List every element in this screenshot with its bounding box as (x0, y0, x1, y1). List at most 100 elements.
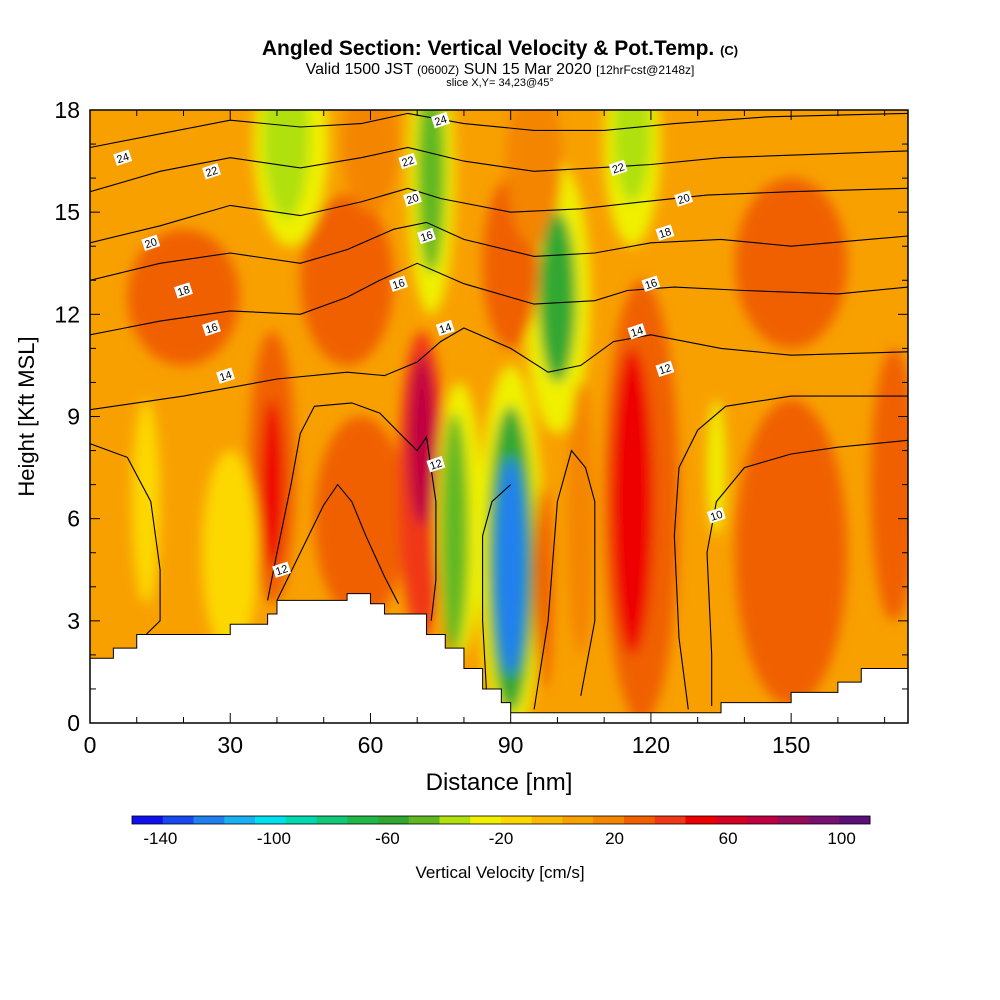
y-tick-label: 3 (67, 608, 80, 634)
colorbar-swatch (224, 816, 256, 824)
x-tick-label: 30 (217, 732, 243, 758)
y-tick-label: 9 (67, 404, 80, 430)
colorbar-swatch (654, 816, 686, 824)
colorbar-tick-label: 100 (827, 829, 855, 848)
velocity-cell (440, 413, 469, 652)
colorbar-swatch (347, 816, 379, 824)
x-tick-label: 150 (772, 732, 810, 758)
contour-label: 10 (706, 507, 726, 524)
colorbar-swatch (685, 816, 717, 824)
velocity-cell (342, 110, 399, 213)
velocity-cell (735, 178, 848, 349)
theta-contour-12 (533, 449, 596, 710)
colorbar-swatch (470, 816, 502, 824)
theta-contour-12 (673, 395, 908, 710)
contour-label: 12 (426, 455, 446, 473)
velocity-cell (407, 355, 436, 526)
contour-label-text: 12 (658, 362, 673, 377)
x-axis-label: Distance [nm] (426, 769, 573, 796)
velocity-cell (202, 450, 259, 655)
theta-contour-16 (90, 262, 908, 336)
colorbar-swatch (839, 816, 871, 824)
contour-label: 14 (216, 367, 236, 384)
contour-label-text: 20 (143, 236, 158, 251)
colorbar: -140 -100 -60 -20 20 60 100 (131, 815, 871, 848)
y-tick-label: 18 (54, 97, 80, 123)
axes: 0 30 60 90 120 150 0 3 6 9 12 15 18 Distance [nm] Heig… (14, 97, 908, 796)
colorbar-swatch (408, 816, 440, 824)
velocity-cell (132, 399, 161, 604)
contour-label-text: 14 (218, 369, 233, 384)
colorbar-swatch (285, 816, 317, 824)
colorbar-swatch (716, 816, 748, 824)
velocity-cell (314, 416, 408, 621)
colorbar-swatch (316, 816, 348, 824)
velocity-cell (495, 457, 526, 676)
theta-contour-12 (482, 484, 512, 707)
contour-label: 20 (141, 234, 161, 251)
contour-label-text: 22 (611, 161, 626, 176)
contour-label-text: 24 (115, 151, 130, 166)
contour-label: 16 (417, 227, 437, 245)
contour-label-text: 12 (274, 563, 289, 578)
colorbar-tick-label: -100 (257, 829, 291, 848)
theta-contour-12 (90, 443, 161, 635)
theta-contour-20 (90, 187, 908, 244)
colorbar-swatch (501, 816, 533, 824)
colorbar-swatch (531, 816, 563, 824)
contour-label: 12 (272, 561, 292, 578)
contour-label: 16 (641, 275, 661, 292)
velocity-cell (300, 195, 394, 366)
title-suffix: (C) (720, 43, 739, 58)
contour-label-text: 14 (630, 325, 645, 340)
contour-label: 24 (113, 149, 133, 166)
theta-contour-12 (267, 402, 437, 621)
colorbar-tick-label: 20 (605, 829, 624, 848)
contour-label-text: 16 (204, 321, 219, 336)
velocity-cell (613, 110, 651, 202)
colorbar-swatch (624, 816, 656, 824)
colorbar-swatch (777, 816, 809, 824)
colorbar-tick-label: 60 (719, 829, 738, 848)
colorbar-swatch (593, 816, 625, 824)
velocity-cell (707, 399, 726, 536)
y-tick-label: 15 (54, 199, 80, 225)
theta-contour-22 (90, 146, 908, 193)
colorbar-tick-label: -140 (143, 829, 177, 848)
contour-label-text: 18 (658, 226, 673, 241)
contour-label-text: 10 (709, 509, 724, 524)
contour-label-text: 20 (405, 192, 420, 207)
theta-contour-18 (90, 221, 908, 281)
contour-label: 16 (389, 275, 408, 292)
colorbar-swatch (255, 816, 287, 824)
colorbar-tick-label: -60 (375, 829, 400, 848)
y-tick-label: 0 (67, 710, 80, 736)
theta-contour-12 (276, 483, 399, 605)
contour-label-text: 18 (176, 284, 191, 299)
contour-label-text: 14 (438, 321, 453, 336)
contour-label-text: 16 (419, 229, 434, 244)
contour-label-text: 12 (429, 458, 444, 473)
y-tick-label: 6 (67, 506, 80, 532)
velocity-cell (566, 382, 595, 655)
contour-label-text: 20 (676, 192, 691, 207)
contour-label-text: 22 (400, 154, 415, 169)
velocity-cell (262, 110, 310, 219)
contour-label: 20 (674, 190, 694, 207)
colorbar-swatch (132, 816, 164, 824)
x-tick-label: 0 (84, 732, 97, 758)
contour-label: 16 (202, 319, 221, 337)
contour-label-text: 22 (204, 165, 219, 180)
x-tick-label: 60 (358, 732, 384, 758)
chart-subtitle: Valid 1500 JST (0600Z) SUN 15 Mar 2020 [… (305, 61, 695, 78)
contour-label: 20 (403, 190, 422, 207)
slice-info: slice X,Y= 34,23@45° (446, 77, 554, 89)
contour-label: 18 (655, 224, 675, 241)
colorbar-tick-label: -20 (489, 829, 514, 848)
y-axis-label: Height [Kft MSL] (14, 336, 39, 496)
theta-contour-14 (90, 327, 908, 411)
velocity-cell (735, 399, 848, 706)
theta-contour-10 (706, 439, 908, 706)
velocity-field (90, 110, 908, 723)
